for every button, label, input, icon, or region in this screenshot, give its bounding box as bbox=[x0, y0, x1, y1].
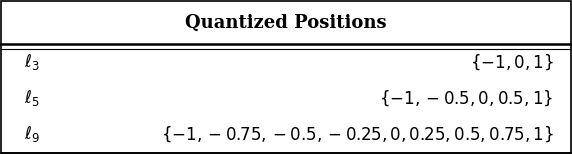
Text: $\ell_3$: $\ell_3$ bbox=[24, 52, 39, 72]
Text: $\ell_9$: $\ell_9$ bbox=[24, 124, 40, 144]
Text: $\{-1, 0, 1\}$: $\{-1, 0, 1\}$ bbox=[470, 52, 554, 72]
Text: $\ell_5$: $\ell_5$ bbox=[24, 88, 39, 108]
Text: $\{-1, -0.75, -0.5, -0.25, 0, 0.25, 0.5, 0.75, 1\}$: $\{-1, -0.75, -0.5, -0.25, 0, 0.25, 0.5,… bbox=[161, 125, 554, 144]
Text: Quantized Positions: Quantized Positions bbox=[185, 14, 387, 32]
Text: $\{-1, -0.5, 0, 0.5, 1\}$: $\{-1, -0.5, 0, 0.5, 1\}$ bbox=[379, 88, 554, 108]
